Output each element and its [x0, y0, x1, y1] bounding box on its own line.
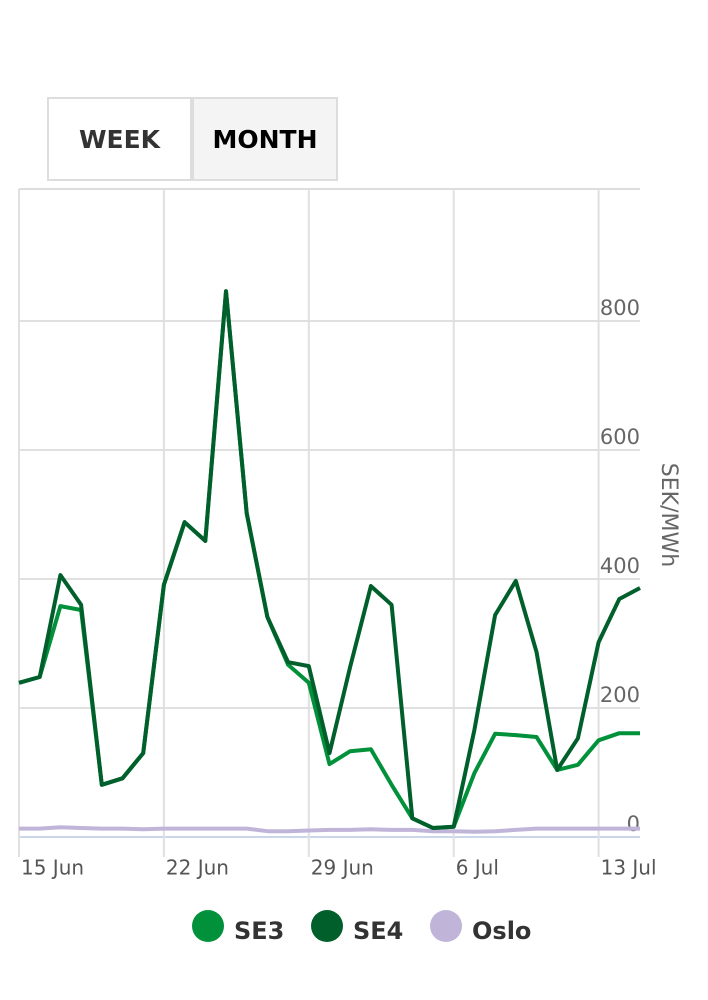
legend-marker	[192, 910, 224, 942]
legend-label: SE3	[234, 917, 284, 945]
x-tick-label: 22 Jun	[166, 856, 229, 880]
series-line	[19, 825, 640, 834]
x-tick-label: 13 Jul	[601, 856, 657, 880]
legend-label: SE4	[353, 917, 403, 945]
y-tick-label: 200	[600, 683, 640, 707]
y-tick-label: 600	[600, 425, 640, 449]
y-tick-label: 0	[627, 812, 640, 836]
x-tick-label: 29 Jun	[311, 856, 374, 880]
series-line	[18, 289, 641, 830]
y-axis-title: SEK/MWh	[656, 463, 681, 567]
x-tick-label: 15 Jun	[21, 856, 84, 880]
y-tick-label: 800	[600, 296, 640, 320]
week-button[interactable]: WEEK	[47, 97, 192, 181]
x-tick-label: 6 Jul	[456, 856, 499, 880]
legend-marker	[311, 910, 343, 942]
legend-label: Oslo	[472, 917, 531, 945]
legend-marker	[430, 910, 462, 942]
month-button[interactable]: MONTH	[192, 97, 338, 181]
y-tick-label: 400	[600, 554, 640, 578]
